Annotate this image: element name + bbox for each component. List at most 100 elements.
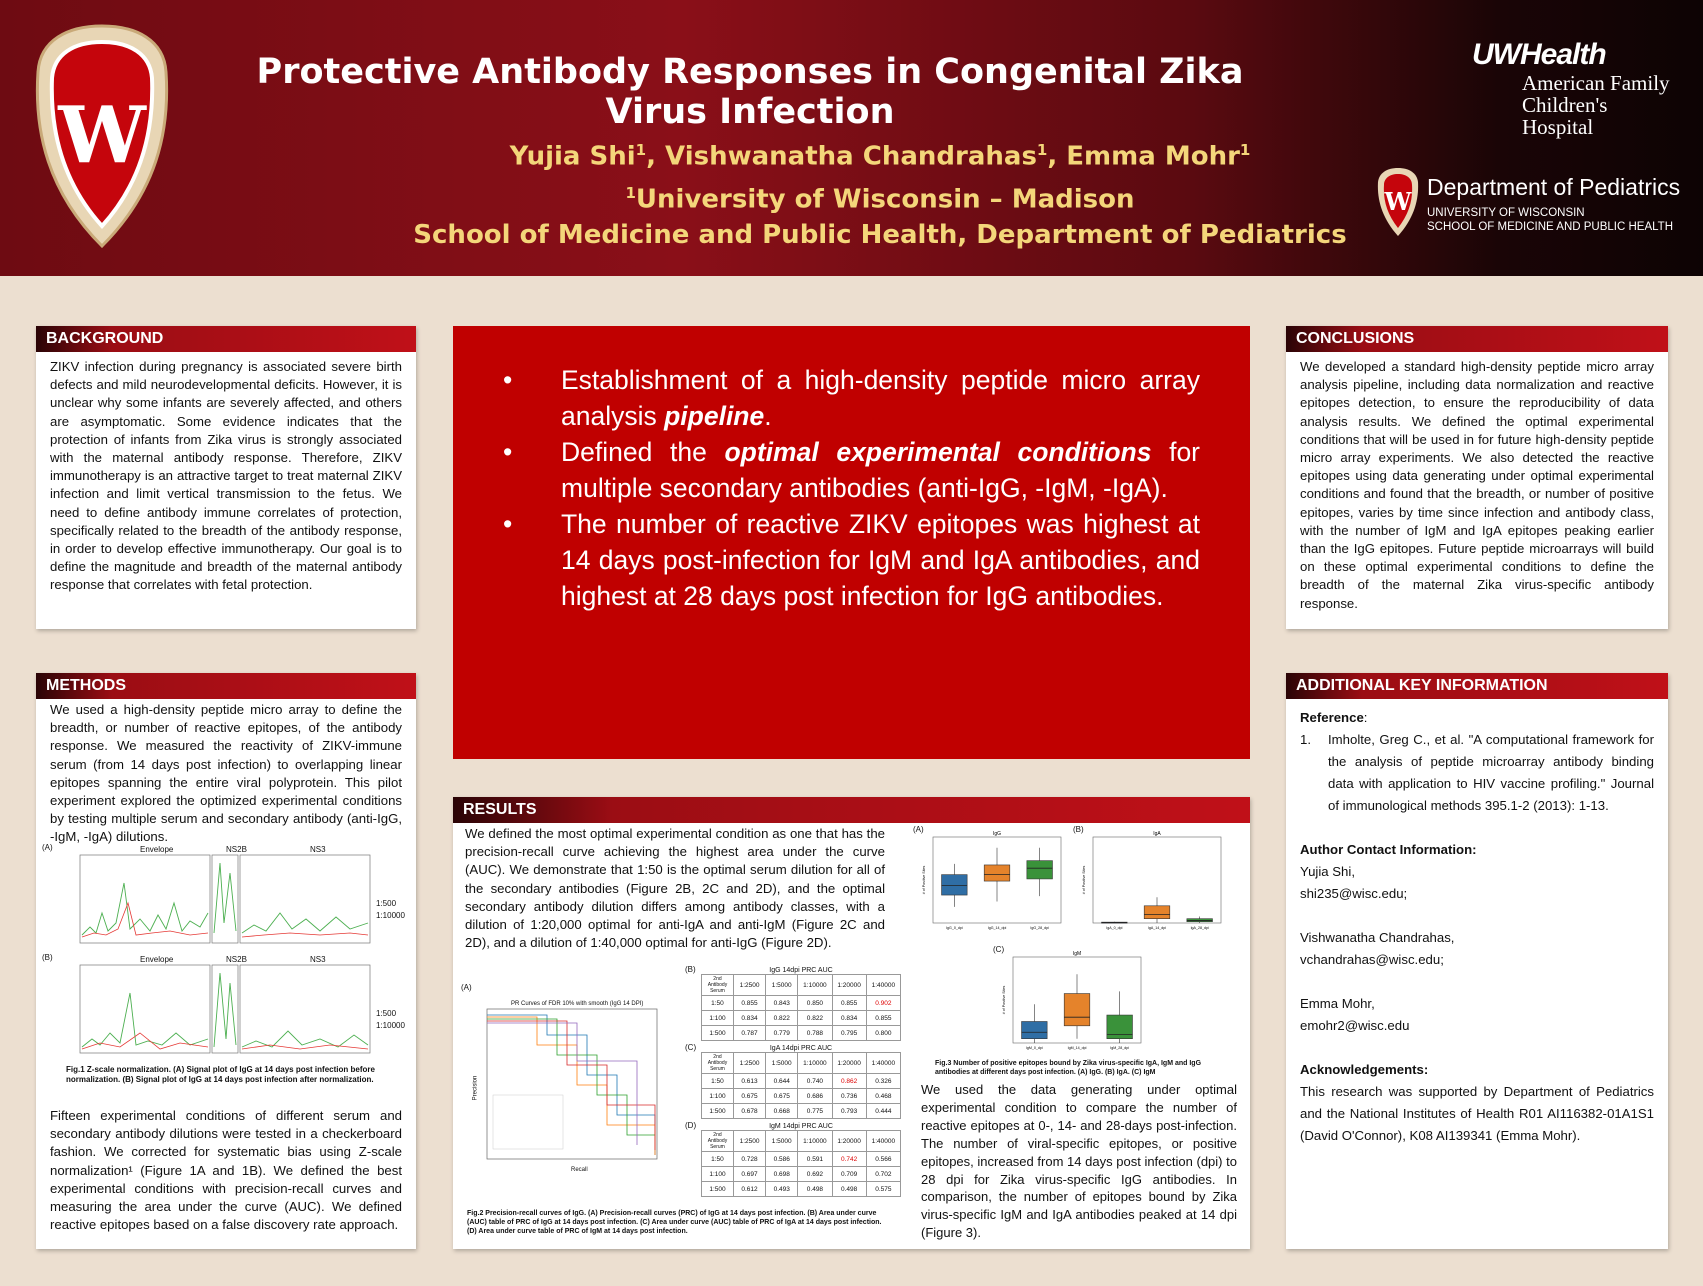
table-row: 1:50 0.613 0.644 0.740 0.862 0.326 [701, 1073, 902, 1089]
table-cell: 0.843 [765, 995, 799, 1011]
table-header: 1:40000 [865, 1052, 902, 1074]
finding-3: The number of reactive ZIKV epitopes was… [503, 506, 1200, 614]
authors-block: Yujia Shi1, Vishwanatha Chandrahas1, Emm… [380, 132, 1380, 253]
table-cell: 0.855 [831, 995, 867, 1011]
table-cell: 1:100 [701, 1088, 734, 1104]
contact-label: Author Contact Information: [1300, 842, 1477, 857]
table-cell: 1:50 [701, 1151, 734, 1167]
table-cell: 0.444 [865, 1103, 902, 1119]
affiliation-2: School of Medicine and Public Health, De… [413, 220, 1347, 251]
table-cell: 0.728 [732, 1151, 767, 1167]
poster-title: Protective Antibody Responses in Congeni… [256, 52, 1244, 132]
table-cell: 0.822 [765, 1010, 799, 1026]
box-mark [1026, 847, 1053, 897]
boxplot-category-label: IgA_28_dpi [1191, 926, 1209, 930]
table-cell: 0.326 [865, 1073, 902, 1089]
boxplot-ylabel: # of Positive Sites [1082, 866, 1086, 895]
table-row: 1:50 0.728 0.586 0.591 0.742 0.566 [701, 1151, 902, 1167]
auc-table-igm: IgM 14dpi PRC AUC 2nd Antibody Serum 1:250… [701, 1123, 902, 1197]
table-cell: 0.850 [797, 995, 833, 1011]
boxplot-ylabel: # of Positive Sites [1002, 986, 1006, 1015]
reference-item: 1. Imholte, Greg C., et al. "A computati… [1300, 732, 1654, 813]
table-corner: 2nd Antibody Serum [701, 1130, 734, 1152]
table-row: 1:100 0.697 0.698 0.692 0.709 0.702 [701, 1166, 902, 1182]
auc-table-igg: IgG 14dpi PRC AUC 2nd Antibody Serum 1:250… [701, 967, 902, 1041]
figure-3-caption: Fig.3 Number of positive epitopes bound … [935, 1060, 1202, 1076]
boxplot-frame [932, 836, 1062, 924]
box-mark [1021, 1004, 1048, 1043]
section-heading: CONCLUSIONS [1286, 326, 1668, 352]
table-row: 1:500 0.787 0.779 0.788 0.795 0.800 [701, 1025, 902, 1041]
table-cell: 0.644 [765, 1073, 799, 1089]
table-cell: 0.468 [865, 1088, 902, 1104]
table-cell: 0.612 [732, 1181, 767, 1197]
table-cell: 0.493 [765, 1181, 799, 1197]
signal-plot [79, 854, 371, 1054]
table-header: 1:2500 [732, 1130, 767, 1152]
table-cell: 1:50 [701, 995, 734, 1011]
conclusions-section: CONCLUSIONS We developed a standard high… [1286, 326, 1668, 629]
table-cell: 0.686 [797, 1088, 833, 1104]
boxplot-title: IgA [1153, 831, 1161, 837]
box-mark [1101, 921, 1128, 924]
table-row: 1:50 0.855 0.843 0.850 0.855 0.902 [701, 995, 902, 1011]
pr-curve-chart [486, 1008, 658, 1160]
boxplot-category-label: IgM_28_dpi [1110, 1046, 1129, 1050]
section-heading: RESULTS [453, 797, 1250, 823]
table-header: 1:40000 [865, 974, 902, 996]
methods-text-1: We used a high-density peptide micro arr… [50, 702, 402, 845]
table-cell: 0.902 [865, 995, 902, 1011]
results-text-1: We defined the most optimal experimental… [465, 826, 885, 951]
table-cell: 0.566 [865, 1151, 902, 1167]
finding-1: Establishment of a high-density peptide … [503, 362, 1200, 434]
ack-label: Acknowledgements: [1300, 1062, 1429, 1077]
table-cell: 0.586 [765, 1151, 799, 1167]
table-cell: 0.742 [831, 1151, 867, 1167]
table-cell: 0.698 [765, 1166, 799, 1182]
box-mark [983, 847, 1011, 902]
table-header: 1:20000 [831, 1052, 867, 1074]
figure-2-caption: Fig.2 Precision-recall curves of IgG. (A… [467, 1210, 882, 1235]
figure-3: (A) (B) (C) IgG IgG_0_dpi IgG_14_dpi IgG_28… [913, 825, 1243, 1075]
table-header: 1:20000 [831, 1130, 867, 1152]
auc-table-iga: IgA 14dpi PRC AUC 2nd Antibody Serum 1:250… [701, 1045, 902, 1119]
table-cell: 0.613 [732, 1073, 767, 1089]
contact-1: Yujia Shi, shi235@wisc.edu; [1300, 864, 1408, 901]
table-cell: 0.675 [732, 1088, 767, 1104]
boxplot-category-label: IgG_14_dpi [988, 926, 1007, 930]
figure-1-caption: Fig.1 Z-scale normalization. (A) Signal … [66, 1065, 375, 1084]
table-cell: 0.855 [732, 995, 767, 1011]
uw-crest-small-icon: W [1377, 168, 1419, 236]
box-mark [1106, 991, 1133, 1043]
table-row: 1:100 0.675 0.675 0.686 0.736 0.468 [701, 1088, 902, 1104]
table-cell: 0.675 [765, 1088, 799, 1104]
table-cell: 0.788 [797, 1025, 833, 1041]
boxplot-category-label: IgA_0_dpi [1106, 926, 1122, 930]
author-3: Emma Mohr [1066, 141, 1240, 172]
boxplot-category-label: IgM_14_dpi [1068, 1046, 1087, 1050]
department-logo: W Department of Pediatrics UNIVERSITY OF… [1375, 166, 1695, 238]
boxplot-category-label: IgG_28_dpi [1030, 926, 1049, 930]
table-cell: 0.740 [797, 1073, 833, 1089]
section-heading: ADDITIONAL KEY INFORMATION [1286, 673, 1668, 699]
affiliation-1: University of Wisconsin – Madison [635, 184, 1135, 215]
svg-text:W: W [57, 90, 147, 181]
conclusions-text: We developed a standard high-density pep… [1300, 359, 1654, 611]
author-1: Yujia Shi [509, 141, 636, 172]
table-header: 1:40000 [865, 1130, 902, 1152]
table-cell: 0.793 [831, 1103, 867, 1119]
section-heading: BACKGROUND [36, 326, 416, 352]
table-corner: 2nd Antibody Serum [701, 1052, 734, 1074]
box-mark [1063, 974, 1091, 1039]
contact-3: Emma Mohr, emohr2@wisc.edu [1300, 996, 1410, 1033]
table-cell: 0.697 [732, 1166, 767, 1182]
boxplot-frame [1012, 956, 1142, 1044]
results-section: RESULTS We defined the most optimal expe… [453, 797, 1250, 1249]
table-header: 1:20000 [831, 974, 867, 996]
table-cell: 0.498 [831, 1181, 867, 1197]
table-cell: 0.787 [732, 1025, 767, 1041]
table-cell: 0.795 [831, 1025, 867, 1041]
table-cell: 0.822 [797, 1010, 833, 1026]
boxplot-ylabel: # of Positive Sites [922, 866, 926, 895]
ack-text: This research was supported by Departmen… [1300, 1084, 1654, 1143]
